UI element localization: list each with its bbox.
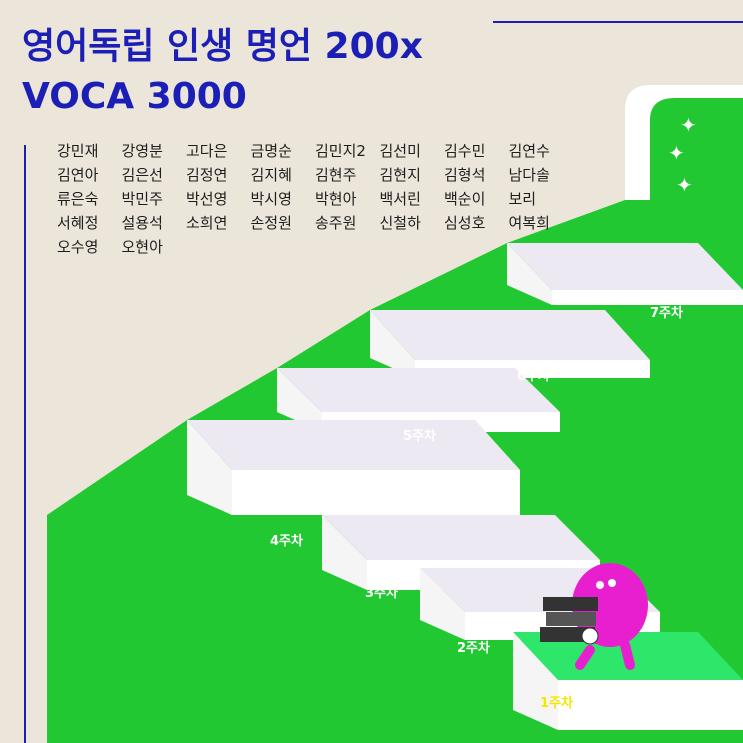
step-label: 6주차 xyxy=(517,368,550,384)
member-name: 김형석 xyxy=(444,166,485,184)
step-label: 4주차 xyxy=(270,533,303,549)
step-front xyxy=(552,290,743,305)
member-name: 송주원 xyxy=(315,214,356,232)
member-name: 강민재 xyxy=(57,142,98,160)
member-name: 박현아 xyxy=(315,190,357,208)
member-name: 여복희 xyxy=(509,214,550,232)
member-name: 김민지2 xyxy=(315,142,366,160)
step-side xyxy=(322,515,367,590)
step-top xyxy=(507,243,743,290)
member-name: 김선미 xyxy=(380,142,421,160)
member-name: 설용석 xyxy=(122,214,163,232)
step-label: 2주차 xyxy=(457,640,490,656)
member-name: 남다솔 xyxy=(509,166,550,184)
step-side xyxy=(370,310,415,378)
member-name: 백서린 xyxy=(380,190,421,208)
step-label: 1주차 xyxy=(540,695,573,711)
member-name: 김연수 xyxy=(509,142,550,160)
title-line2: VOCA 3000 xyxy=(22,76,247,117)
staircase xyxy=(187,243,743,730)
step-label: 3주차 xyxy=(365,585,398,601)
step-side xyxy=(187,420,232,515)
member-name: 박시영 xyxy=(251,190,292,208)
member-name: 손정원 xyxy=(251,214,292,232)
member-name: 오현아 xyxy=(122,238,164,256)
member-name: 신철하 xyxy=(380,214,422,232)
step-label: 5주차 xyxy=(403,428,436,444)
step-side xyxy=(420,568,465,640)
svg-text:✦: ✦ xyxy=(668,141,685,165)
svg-text:✦: ✦ xyxy=(676,173,693,197)
step-top xyxy=(322,515,600,560)
member-name: 백순이 xyxy=(444,190,485,208)
member-name: 박선영 xyxy=(186,190,227,208)
member-name: 소희연 xyxy=(186,214,227,232)
member-name: 김정연 xyxy=(186,166,227,184)
step-top xyxy=(187,420,520,470)
member-name: 김지혜 xyxy=(251,166,292,184)
step-side xyxy=(277,368,322,432)
member-name: 박민주 xyxy=(122,190,163,208)
member-name: 심성호 xyxy=(444,214,486,232)
step-side xyxy=(513,632,558,730)
step-label: 7주차 xyxy=(650,305,683,321)
step-side xyxy=(507,243,552,305)
step-top xyxy=(277,368,560,412)
member-name: 강영분 xyxy=(122,142,164,160)
step-front xyxy=(558,680,743,730)
member-name: 김은선 xyxy=(122,166,163,184)
member-name: 금명순 xyxy=(251,142,293,160)
member-name: 김현지 xyxy=(380,166,421,184)
title-line1: 영어독립 인생 명언 200x xyxy=(22,26,423,67)
svg-text:✦: ✦ xyxy=(680,113,697,137)
member-name: 김현주 xyxy=(315,166,356,184)
member-name: 서혜정 xyxy=(57,214,98,232)
member-name: 고다은 xyxy=(186,142,227,160)
step-front xyxy=(232,470,520,515)
member-name: 김수민 xyxy=(444,142,485,160)
character xyxy=(540,563,648,670)
member-name: 오수영 xyxy=(57,238,98,256)
member-name: 류은숙 xyxy=(57,190,98,208)
member-name: 김연아 xyxy=(57,166,99,184)
member-name: 보리 xyxy=(509,190,537,208)
step-top xyxy=(370,310,650,360)
